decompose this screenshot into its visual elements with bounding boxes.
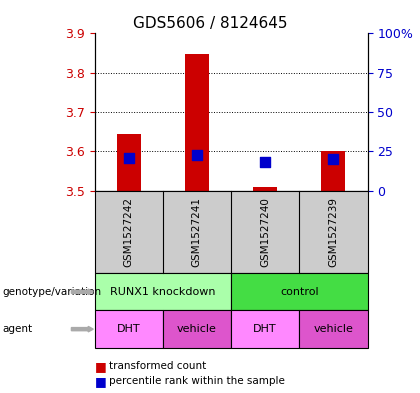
Point [330, 156, 337, 162]
Bar [185, 54, 209, 191]
Text: GDS5606 / 8124645: GDS5606 / 8124645 [133, 16, 287, 31]
Text: agent: agent [2, 324, 32, 334]
Text: GSM1527239: GSM1527239 [328, 197, 339, 267]
Text: DHT: DHT [253, 324, 277, 334]
Text: control: control [280, 287, 318, 297]
Text: vehicle: vehicle [177, 324, 217, 334]
Point [125, 155, 132, 162]
Bar [321, 151, 345, 191]
Text: genotype/variation: genotype/variation [2, 287, 101, 297]
Point [262, 159, 268, 165]
Text: vehicle: vehicle [313, 324, 353, 334]
Text: percentile rank within the sample: percentile rank within the sample [109, 376, 285, 386]
Bar [117, 134, 141, 191]
Text: transformed count: transformed count [109, 361, 207, 371]
Text: ■: ■ [94, 375, 106, 388]
Text: GSM1527240: GSM1527240 [260, 197, 270, 267]
Text: GSM1527242: GSM1527242 [123, 197, 134, 267]
Text: DHT: DHT [117, 324, 140, 334]
Text: RUNX1 knockdown: RUNX1 knockdown [110, 287, 215, 297]
Text: ■: ■ [94, 360, 106, 373]
Bar [253, 187, 277, 191]
Point [194, 152, 200, 158]
Text: GSM1527241: GSM1527241 [192, 197, 202, 267]
